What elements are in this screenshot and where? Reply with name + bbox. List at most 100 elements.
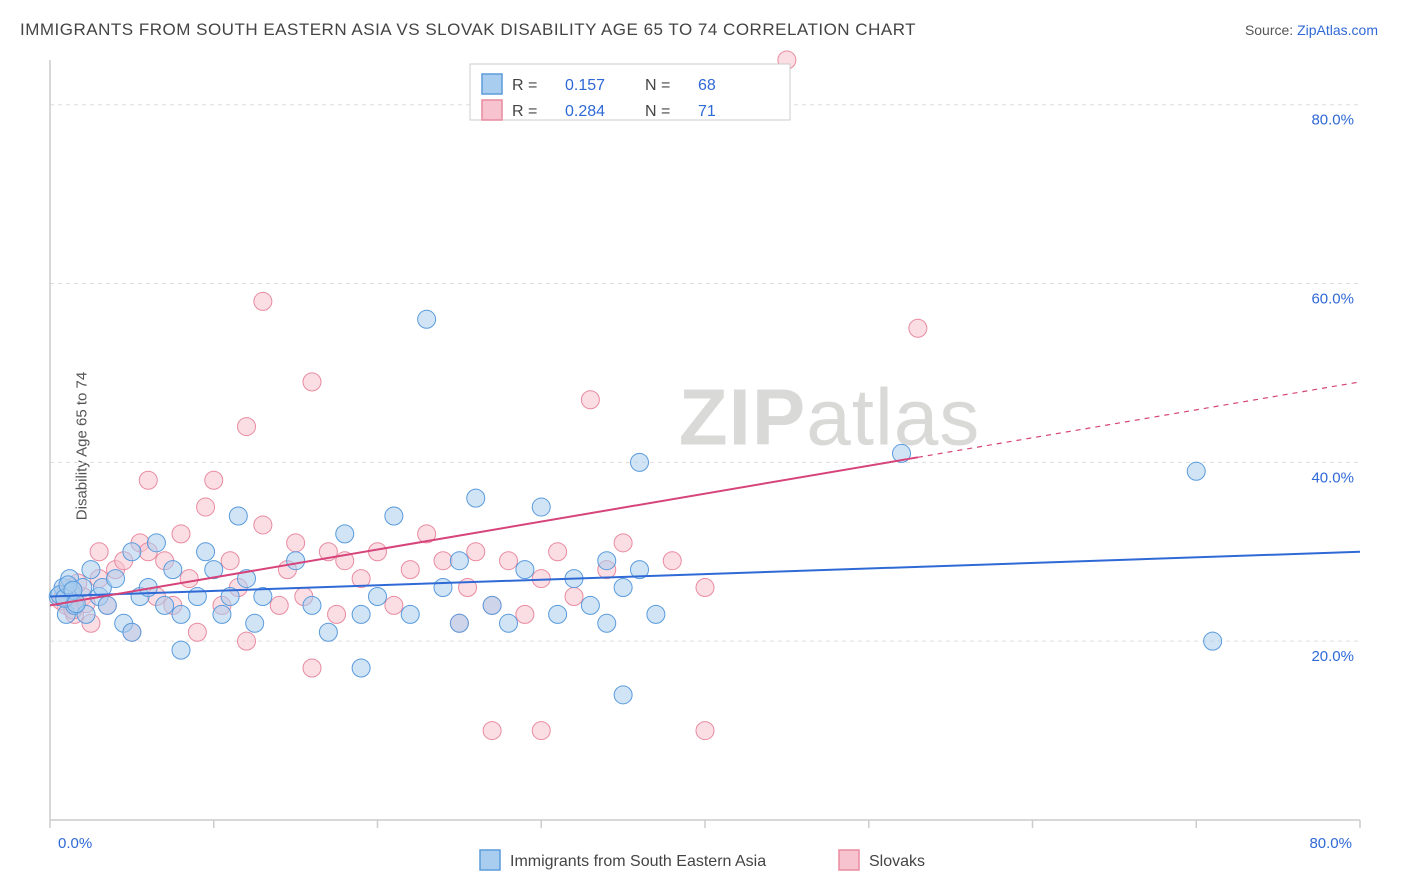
scatter-point (164, 561, 182, 579)
legend-r-value: 0.157 (565, 77, 605, 94)
scatter-point (614, 534, 632, 552)
scatter-point (450, 552, 468, 570)
scatter-point (229, 507, 247, 525)
scatter-point (401, 605, 419, 623)
scatter-point (336, 525, 354, 543)
scatter-point (401, 561, 419, 579)
scatter-point (270, 596, 288, 614)
legend-swatch (482, 100, 502, 120)
scatter-point (581, 596, 599, 614)
scatter-point (107, 570, 125, 588)
scatter-point (197, 543, 215, 561)
legend-n-value: 68 (698, 77, 716, 94)
scatter-point (696, 722, 714, 740)
legend-swatch (482, 74, 502, 94)
legend-r-label: R = (512, 77, 537, 94)
y-tick-label: 40.0% (1311, 469, 1354, 486)
legend-swatch (480, 850, 500, 870)
scatter-point (450, 614, 468, 632)
scatter-point (434, 579, 452, 597)
scatter-point (614, 686, 632, 704)
scatter-point (369, 543, 387, 561)
scatter-point (67, 595, 85, 613)
scatter-point (205, 471, 223, 489)
scatter-point (197, 498, 215, 516)
y-tick-label: 60.0% (1311, 291, 1354, 308)
scatter-point (328, 605, 346, 623)
scatter-point (467, 489, 485, 507)
scatter-point (82, 561, 100, 579)
scatter-point (467, 543, 485, 561)
scatter-point (221, 552, 239, 570)
scatter-point (287, 552, 305, 570)
scatter-point (238, 418, 256, 436)
scatter-point (434, 552, 452, 570)
scatter-point (369, 587, 387, 605)
legend-swatch (839, 850, 859, 870)
legend-r-value: 0.284 (565, 103, 605, 120)
watermark: ZIPatlas (679, 372, 980, 461)
scatter-point (1187, 462, 1205, 480)
scatter-point (516, 561, 534, 579)
scatter-point (254, 292, 272, 310)
x-tick-label: 0.0% (58, 835, 92, 852)
legend-n-label: N = (645, 77, 670, 94)
scatter-point (647, 605, 665, 623)
scatter-point (565, 587, 583, 605)
scatter-point (549, 605, 567, 623)
scatter-point (172, 525, 190, 543)
scatter-point (483, 722, 501, 740)
scatter-point (98, 596, 116, 614)
scatter-point (614, 579, 632, 597)
scatter-point (696, 579, 714, 597)
scatter-point (254, 516, 272, 534)
scatter-point (188, 587, 206, 605)
scatter-point (532, 498, 550, 516)
scatter-point (500, 614, 518, 632)
scatter-point (238, 632, 256, 650)
scatter-point (483, 596, 501, 614)
scatter-point (500, 552, 518, 570)
y-tick-label: 20.0% (1311, 648, 1354, 665)
scatter-point (303, 373, 321, 391)
legend-n-label: N = (645, 103, 670, 120)
scatter-point (352, 659, 370, 677)
scatter-point (532, 722, 550, 740)
scatter-point (319, 623, 337, 641)
scatter-point (516, 605, 534, 623)
scatter-point (303, 596, 321, 614)
legend-series-label: Immigrants from South Eastern Asia (510, 853, 766, 870)
scatter-point (147, 534, 165, 552)
scatter-point (1204, 632, 1222, 650)
scatter-point (418, 310, 436, 328)
scatter-point (188, 623, 206, 641)
legend-series-label: Slovaks (869, 853, 925, 870)
scatter-point (123, 623, 141, 641)
scatter-point (581, 391, 599, 409)
scatter-point (303, 659, 321, 677)
scatter-point (213, 605, 231, 623)
correlation-scatter-chart: 20.0% 40.0% 60.0% 80.0% ZIPatlas 0.0% 80.0% R =… (0, 0, 1406, 892)
scatter-point (172, 641, 190, 659)
scatter-point (598, 614, 616, 632)
scatter-point (180, 570, 198, 588)
scatter-point (139, 471, 157, 489)
regression-line-extrapolated (918, 382, 1360, 457)
legend-r-label: R = (512, 103, 537, 120)
scatter-point (172, 605, 190, 623)
legend-n-value: 71 (698, 103, 716, 120)
scatter-point (352, 605, 370, 623)
scatter-point (631, 453, 649, 471)
scatter-point (385, 507, 403, 525)
scatter-point (90, 543, 108, 561)
scatter-point (909, 319, 927, 337)
scatter-point (123, 543, 141, 561)
scatter-point (246, 614, 264, 632)
y-tick-label: 80.0% (1311, 112, 1354, 129)
x-tick-label: 80.0% (1309, 835, 1352, 852)
scatter-point (549, 543, 567, 561)
scatter-point (156, 596, 174, 614)
scatter-point (385, 596, 403, 614)
scatter-point (287, 534, 305, 552)
scatter-point (663, 552, 681, 570)
